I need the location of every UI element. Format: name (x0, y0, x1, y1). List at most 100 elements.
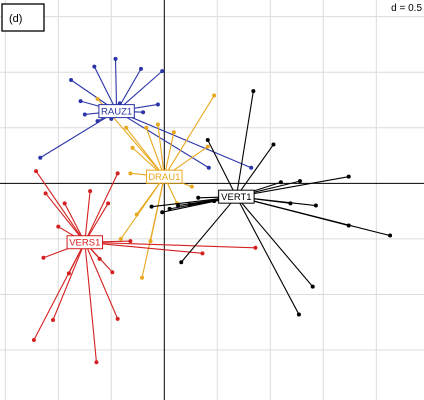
star-segment-rauz1 (116, 110, 252, 169)
data-point-vert1 (251, 89, 256, 94)
star-segment-vers1 (84, 191, 91, 243)
data-point-vert1 (160, 210, 165, 215)
data-point-vers1 (128, 239, 133, 244)
data-point-vers1 (115, 171, 120, 176)
data-point-vert1 (167, 206, 172, 211)
data-point-rauz1 (155, 102, 160, 107)
data-point-drau1 (95, 96, 100, 101)
data-point-vers1 (34, 169, 39, 174)
group-label-box-vers1 (66, 235, 104, 250)
star-segment-vers1 (52, 242, 86, 321)
star-segment-rauz1 (93, 66, 118, 112)
panel-label-text: (d) (9, 13, 22, 25)
star-segment-drau1 (125, 127, 165, 178)
data-point-vers1 (110, 270, 115, 275)
star-segment-vers1 (84, 242, 98, 363)
star-segment-rauz1 (116, 110, 210, 169)
star-segment-drau1 (120, 176, 165, 240)
data-point-vert1 (149, 204, 154, 209)
group-label-box-rauz1 (98, 104, 135, 119)
data-point-drau1 (128, 171, 133, 176)
data-point-vers1 (51, 318, 55, 322)
star-segment-vers1 (35, 170, 86, 243)
data-point-rauz1 (113, 56, 118, 61)
group-label-text-rauz1: RAUZ1 (101, 107, 132, 118)
star-segment-vers1 (84, 242, 119, 320)
data-point-vert1 (176, 203, 181, 208)
data-point-vert1 (388, 233, 393, 238)
star-segment-vers1 (84, 241, 203, 254)
star-segment-vers1 (45, 192, 86, 243)
star-segment-drau1 (145, 127, 165, 177)
data-point-drau1 (130, 145, 135, 150)
data-point-vers1 (62, 201, 67, 206)
data-point-drau1 (144, 125, 149, 130)
data-point-vert1 (296, 312, 301, 317)
data-point-vers1 (106, 201, 111, 206)
data-point-vers1 (88, 189, 93, 194)
data-point-vers1 (56, 224, 61, 229)
data-point-rauz1 (249, 165, 254, 170)
star-segment-vert1 (207, 139, 237, 197)
star-segment-rauz1 (39, 110, 117, 159)
data-point-rauz1 (160, 69, 165, 74)
data-point-vers1 (43, 191, 48, 196)
data-point-rauz1 (38, 155, 43, 160)
data-point-drau1 (124, 125, 129, 130)
data-point-drau1 (189, 184, 194, 189)
star-segment-vert1 (235, 196, 314, 288)
data-point-drau1 (212, 93, 217, 98)
group-label-box-drau1 (146, 169, 183, 184)
group-label-text-vert1: VERT1 (221, 192, 251, 203)
data-point-drau1 (171, 130, 176, 135)
data-point-vert1 (278, 180, 283, 185)
group-label-rauz1: RAUZ1 (98, 104, 135, 119)
data-point-rauz1 (78, 99, 83, 104)
data-point-vert1 (187, 202, 192, 207)
star-segment-vert1 (235, 91, 254, 197)
star-segment-vers1 (84, 241, 256, 249)
group-label-box-vert1 (218, 189, 255, 204)
group-label-drau1: DRAU1 (146, 169, 183, 184)
group-label-text-vers1: VERS1 (69, 238, 100, 249)
data-point-vers1 (115, 316, 120, 321)
data-point-vert1 (313, 203, 318, 208)
data-point-drau1 (140, 275, 145, 280)
group-label-vert1: VERT1 (218, 189, 255, 204)
data-point-rauz1 (206, 165, 211, 170)
star-segment-vers1 (84, 173, 119, 243)
data-point-drau1 (118, 236, 123, 241)
star-segment-vert1 (236, 196, 391, 237)
scale-label: d = 0.5 (391, 3, 422, 14)
group-vert1 (149, 89, 393, 317)
data-point-drau1 (205, 144, 210, 149)
data-point-vert1 (179, 260, 184, 265)
star-segment-vert1 (236, 176, 349, 198)
data-point-vers1 (41, 255, 46, 260)
star-segment-vers1 (33, 241, 86, 341)
star-segment-drau1 (141, 176, 165, 278)
data-point-vert1 (346, 174, 351, 179)
data-point-drau1 (155, 122, 160, 127)
data-point-vers1 (200, 251, 205, 256)
data-point-vert1 (310, 284, 315, 289)
star-segment-vert1 (235, 144, 274, 197)
star-segment-vert1 (180, 196, 237, 263)
data-point-rauz1 (82, 112, 87, 117)
data-point-rauz1 (141, 110, 146, 115)
star-segment-drau1 (157, 124, 165, 177)
data-point-rauz1 (92, 64, 97, 69)
panel-label: (d) (1, 3, 45, 32)
star-segment-vert1 (235, 196, 300, 315)
star-segment-rauz1 (114, 58, 118, 112)
data-point-vers1 (94, 360, 99, 365)
star-segment-drau1 (163, 132, 175, 177)
group-label-text-drau1: DRAU1 (148, 172, 180, 183)
data-point-vert1 (271, 142, 276, 147)
data-point-vert1 (297, 179, 302, 184)
data-point-vert1 (196, 195, 201, 200)
data-point-rauz1 (138, 66, 143, 71)
